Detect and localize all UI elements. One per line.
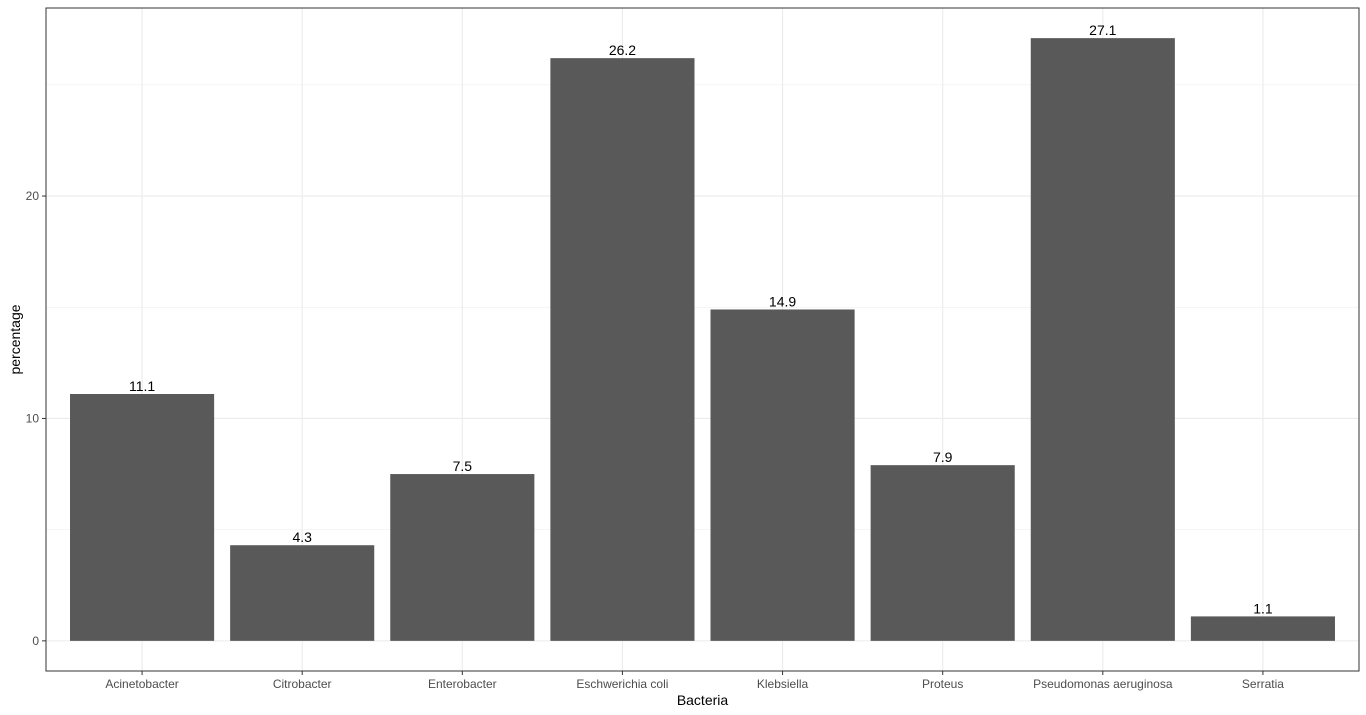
data-label: 1.1 xyxy=(1253,600,1273,616)
data-label: 7.9 xyxy=(933,449,953,465)
bar xyxy=(390,474,535,641)
bars xyxy=(70,38,1335,641)
y-tick-label: 10 xyxy=(26,411,40,425)
data-label: 14.9 xyxy=(769,293,796,309)
bar xyxy=(870,465,1015,641)
x-tick-label: Enterobacter xyxy=(428,677,497,691)
y-axis: 0 10 20 xyxy=(26,189,46,648)
x-tick-label: Citrobacter xyxy=(273,677,332,691)
x-axis-title: Bacteria xyxy=(677,692,729,708)
x-tick-label: Acinetobacter xyxy=(105,677,178,691)
bar xyxy=(1030,38,1175,641)
data-label: 4.3 xyxy=(292,529,312,545)
data-label: 26.2 xyxy=(609,42,636,58)
bar xyxy=(550,58,695,641)
x-tick-label: Serratia xyxy=(1242,677,1284,691)
bar xyxy=(1190,616,1335,641)
y-tick-label: 0 xyxy=(32,634,39,648)
y-axis-title: percentage xyxy=(7,304,23,374)
data-labels: 11.1 4.3 7.5 26.2 14.9 7.9 27.1 1.1 xyxy=(129,22,1273,616)
x-tick-label: Proteus xyxy=(922,677,963,691)
data-label: 27.1 xyxy=(1089,22,1116,38)
x-tick-label: Klebsiella xyxy=(757,677,809,691)
bar xyxy=(710,309,855,641)
data-label: 7.5 xyxy=(453,458,473,474)
x-axis: Acinetobacter Citrobacter Enterobacter Esch… xyxy=(105,671,1284,691)
x-tick-label: Eschwerichia coli xyxy=(576,677,668,691)
x-tick-label: Pseudomonas aeruginosa xyxy=(1033,677,1173,691)
data-label: 11.1 xyxy=(129,378,155,394)
bar xyxy=(70,393,215,641)
bar xyxy=(230,545,375,641)
y-tick-label: 20 xyxy=(26,189,40,203)
panel-border xyxy=(45,7,1360,672)
